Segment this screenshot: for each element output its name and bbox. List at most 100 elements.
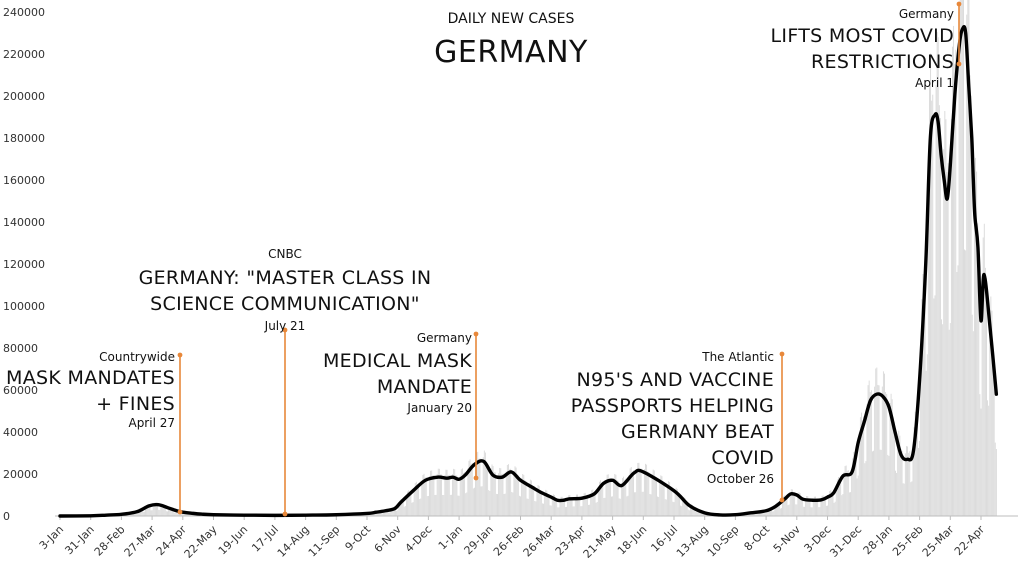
x-axis: 3-Jan31-Jan28-Feb27-Mar24-Apr22-May19-Ju… — [37, 516, 987, 561]
daily-bar — [415, 481, 417, 516]
daily-bar — [885, 391, 887, 516]
daily-bar — [867, 385, 869, 516]
daily-bar — [851, 468, 853, 516]
daily-bar — [504, 493, 506, 516]
daily-bar — [366, 514, 368, 516]
annotation-headline: LIFTS MOST COVID — [771, 25, 954, 47]
daily-bar — [881, 386, 883, 516]
x-tick-label: 4-Dec — [403, 523, 435, 555]
daily-bar — [810, 507, 812, 516]
y-tick-label: 160000 — [3, 174, 45, 187]
daily-bar — [617, 480, 619, 516]
daily-bar — [478, 458, 480, 516]
daily-bar — [874, 386, 876, 516]
daily-bar — [607, 474, 609, 516]
daily-bar — [967, 0, 969, 517]
annotation-source: Germany — [899, 7, 954, 21]
daily-bar — [489, 490, 491, 516]
daily-bar — [491, 464, 493, 516]
daily-bar — [545, 489, 547, 516]
y-tick-label: 200000 — [3, 90, 45, 103]
daily-bar — [488, 490, 490, 516]
daily-bar — [571, 497, 573, 516]
daily-bar — [399, 500, 401, 516]
daily-bar — [484, 452, 486, 516]
daily-bar — [682, 497, 684, 516]
daily-bar — [408, 490, 410, 516]
daily-bar — [613, 478, 615, 516]
annotation-headline: MEDICAL MASK — [323, 350, 472, 372]
daily-bar — [784, 495, 786, 516]
daily-bar — [966, 14, 968, 517]
daily-bar — [946, 172, 948, 516]
daily-bar — [584, 492, 586, 516]
annotation-marker — [282, 327, 288, 333]
daily-bar — [569, 494, 571, 516]
daily-bar — [431, 470, 433, 516]
x-tick-label: 28-Feb — [92, 523, 128, 559]
daily-bar — [650, 494, 652, 516]
daily-bar — [625, 478, 627, 516]
daily-bar — [392, 507, 394, 516]
daily-bar — [572, 506, 574, 516]
chart-title: DAILY NEW CASES — [448, 11, 575, 27]
daily-bar — [776, 502, 778, 516]
daily-bar — [845, 465, 847, 516]
daily-bar — [935, 85, 937, 516]
daily-bar — [646, 464, 648, 516]
x-tick-label: 27-Mar — [122, 523, 159, 560]
daily-bar — [692, 505, 694, 516]
daily-bar — [862, 420, 864, 516]
daily-bar — [468, 460, 470, 516]
daily-bar — [437, 468, 439, 516]
daily-bar — [448, 474, 450, 516]
daily-bar — [443, 495, 445, 516]
daily-bar — [804, 506, 805, 516]
daily-bar — [626, 496, 628, 516]
x-tick-label: 5-Nov — [771, 523, 803, 555]
daily-bar — [579, 496, 581, 516]
daily-bar — [783, 496, 785, 516]
daily-bar — [480, 486, 482, 516]
daily-bar — [830, 490, 832, 516]
daily-bar — [482, 457, 484, 516]
daily-bar — [420, 498, 422, 516]
daily-bar — [831, 492, 833, 516]
daily-bar — [374, 514, 376, 516]
daily-bar — [775, 503, 777, 516]
x-tick-label: 8-Oct — [742, 522, 773, 553]
annotation: Germany LIFTS MOST COVID RESTRICTIONS April… — [771, 1, 962, 90]
daily-bar — [403, 506, 405, 516]
daily-bar — [820, 498, 822, 516]
daily-bar — [823, 497, 825, 516]
daily-bar — [937, 37, 939, 516]
daily-bar — [172, 508, 174, 516]
daily-bar — [427, 495, 429, 516]
daily-bar — [631, 471, 633, 516]
daily-bar — [585, 495, 587, 516]
annotation-marker — [779, 351, 785, 357]
x-tick-label: 28-Jan — [861, 523, 895, 557]
daily-bar — [656, 477, 657, 516]
daily-bar — [919, 440, 921, 516]
daily-bar — [801, 497, 803, 516]
daily-bar — [495, 493, 497, 516]
daily-bar — [659, 479, 661, 516]
x-tick-label: 9-Oct — [343, 522, 374, 553]
daily-bar — [493, 472, 495, 516]
daily-bar — [696, 512, 698, 516]
daily-bar — [797, 494, 799, 516]
annotation-headline: + FINES — [96, 393, 175, 415]
daily-bar — [384, 509, 385, 516]
daily-bar — [932, 94, 934, 516]
daily-bar — [896, 472, 898, 516]
daily-bar — [838, 477, 839, 516]
daily-bar — [953, 25, 955, 517]
y-tick-label: 20000 — [3, 468, 38, 481]
daily-bar — [965, 250, 967, 516]
daily-bar — [855, 447, 857, 516]
daily-bar — [882, 371, 884, 516]
daily-bar — [679, 494, 680, 516]
annotation-source: The Atlantic — [701, 350, 774, 364]
